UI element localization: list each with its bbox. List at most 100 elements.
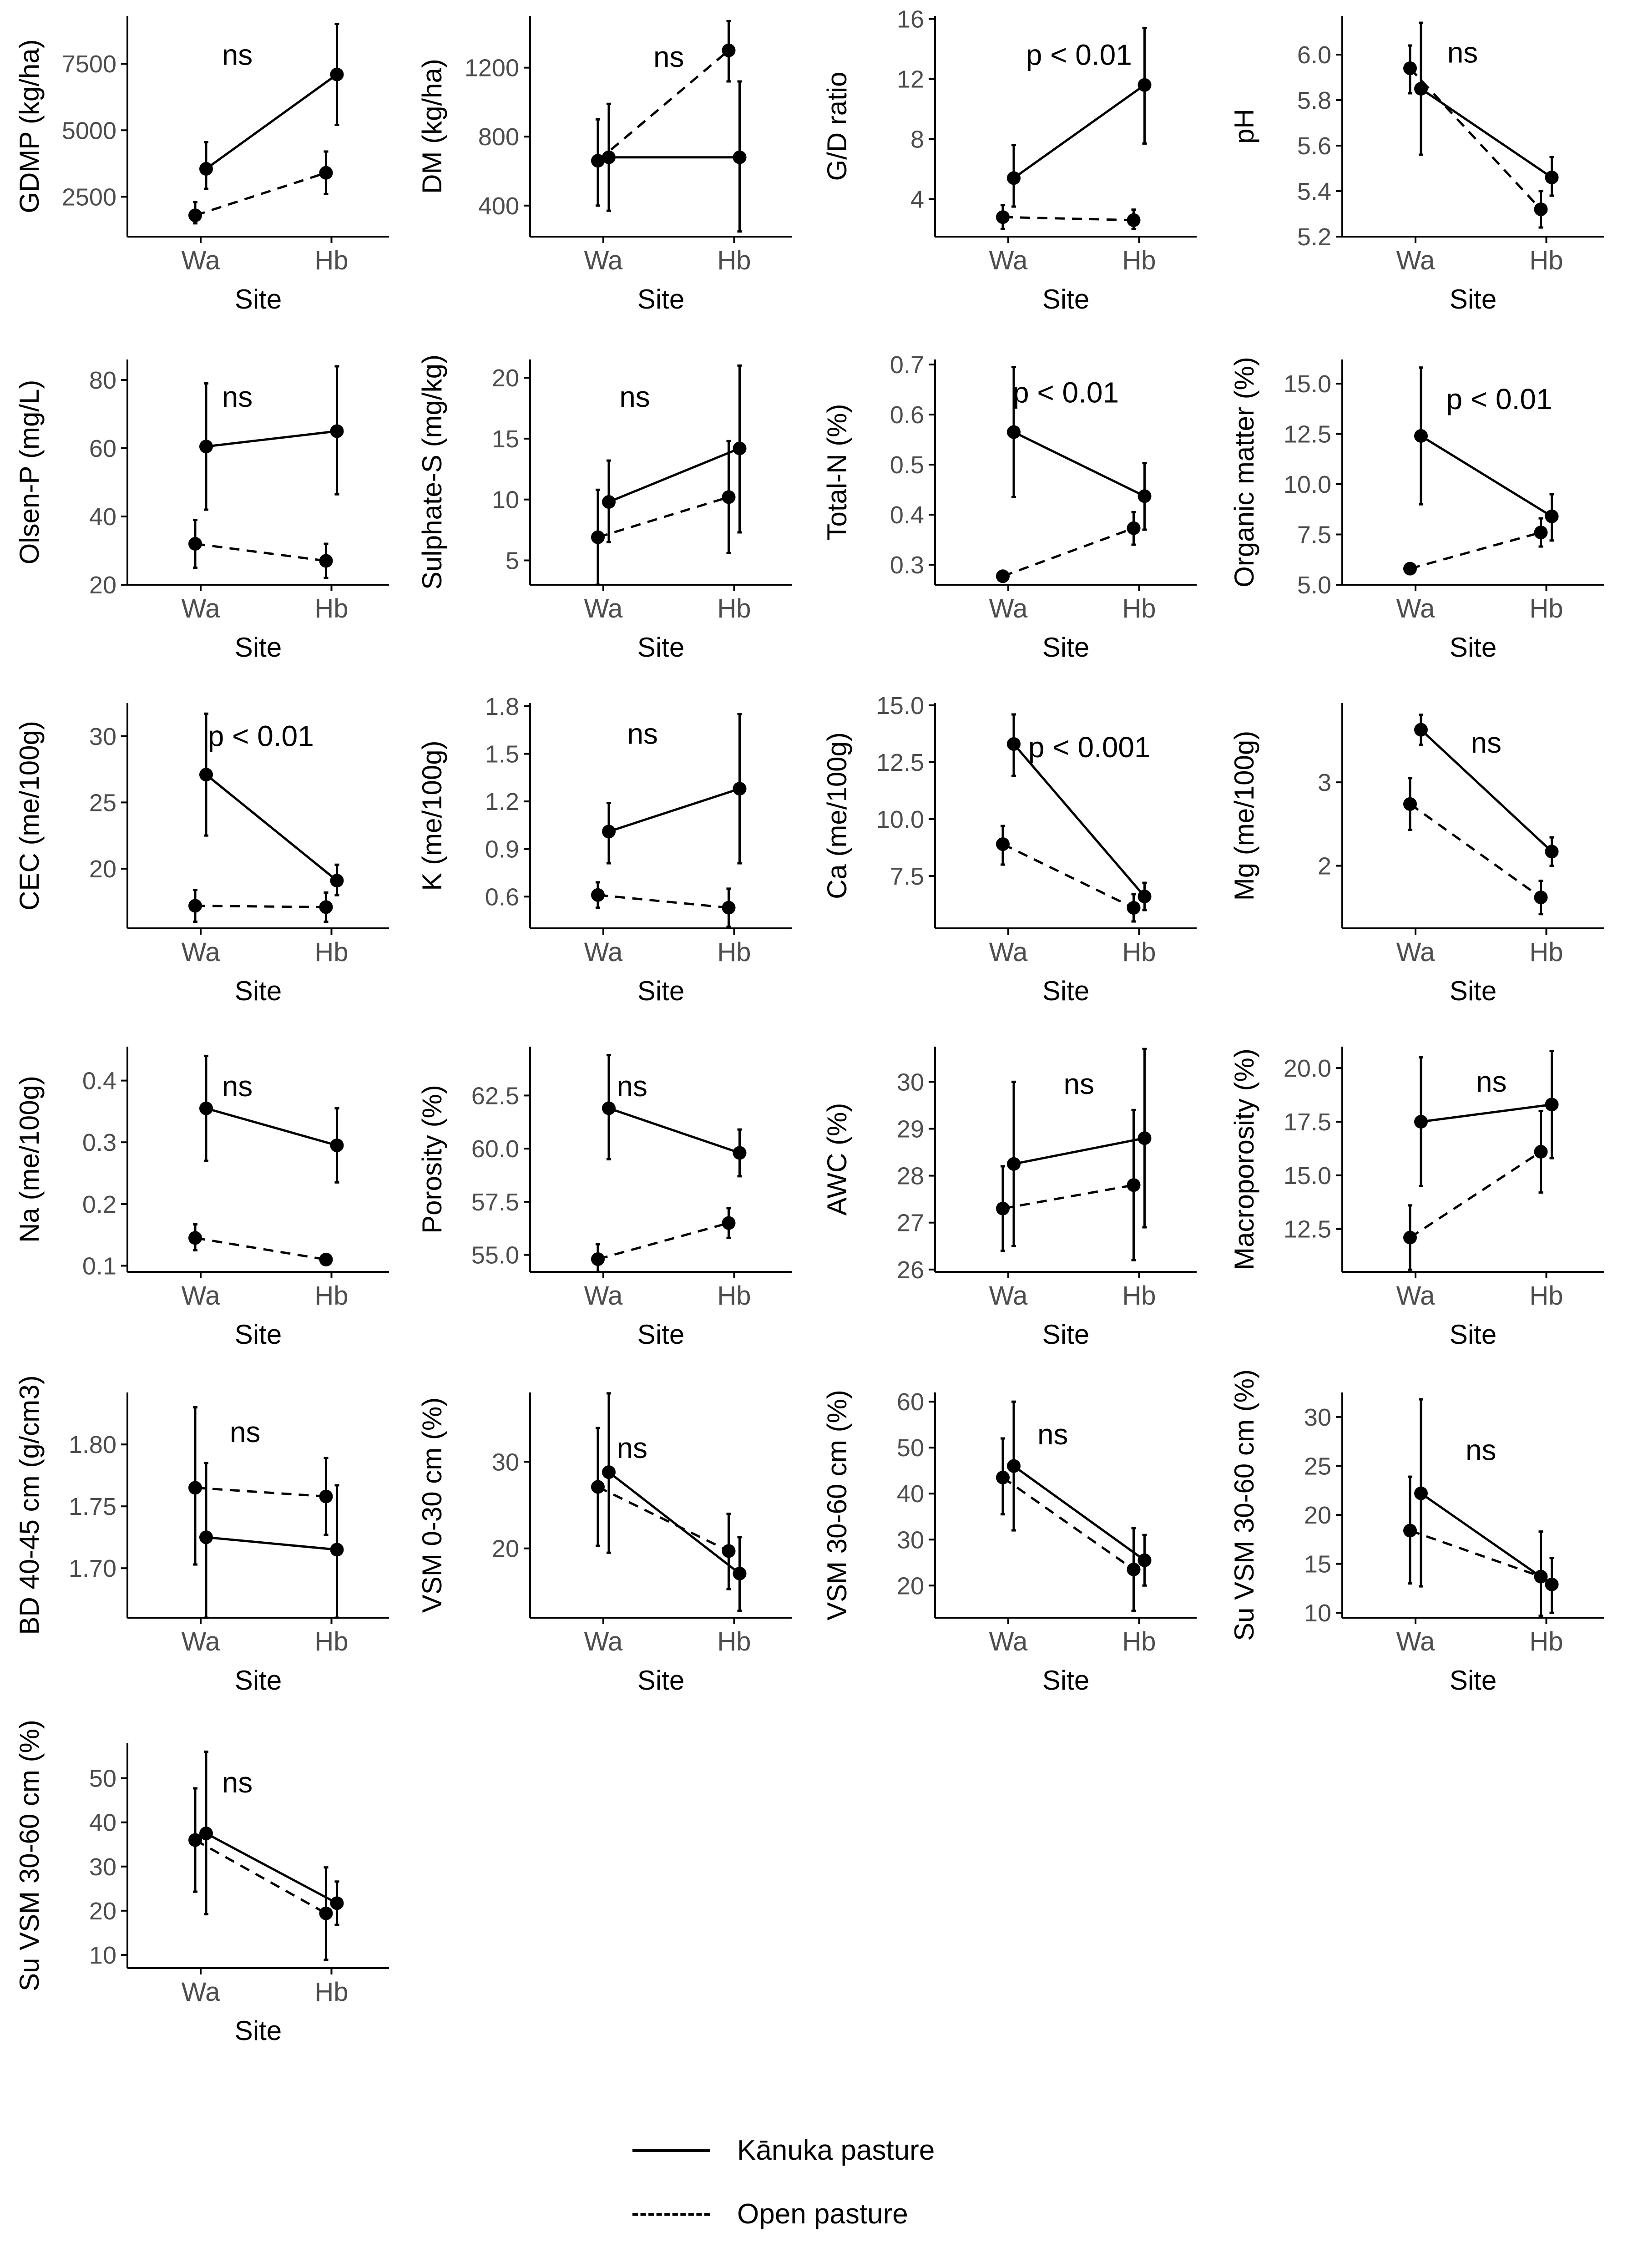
y-tick-label: 5000: [62, 117, 116, 144]
y-tick-label: 20.0: [1284, 1055, 1331, 1082]
data-point-open: [1534, 1569, 1548, 1584]
series-line-kanuka: [1420, 435, 1552, 517]
y-axis-title: Olsen-P (mg/L): [14, 380, 45, 565]
panel-1: 2500 5000 7500 Wa Hb Site GDMP (kg/ha) ns: [14, 16, 389, 314]
x-tick-label: Wa: [989, 937, 1028, 967]
x-axis-title: Site: [235, 1319, 282, 1350]
y-axis-title: Ca (me/100g): [822, 732, 852, 899]
series-line-open: [1002, 527, 1134, 577]
series-line-kanuka: [206, 430, 337, 448]
y-tick-label: 10.0: [876, 806, 924, 833]
x-axis-title: Site: [637, 1319, 684, 1350]
data-point-open: [591, 1480, 605, 1494]
x-axis-title: Site: [637, 632, 684, 663]
panel-5: 20 40 60 80 Wa Hb Site Olsen-P (mg/L) ns: [14, 359, 389, 663]
data-point-open: [188, 899, 202, 913]
data-point-open: [1127, 901, 1141, 915]
data-point-open: [1534, 891, 1548, 905]
series-line-open: [1002, 1476, 1134, 1570]
data-point-kanuka: [602, 1465, 616, 1479]
y-tick-label: 20: [89, 856, 116, 883]
data-point-open: [996, 837, 1010, 851]
y-tick-label: 3: [1318, 769, 1331, 796]
y-tick-label: 30: [89, 1853, 116, 1881]
y-tick-label: 5.4: [1297, 178, 1331, 205]
legend-label-kanuka: Kānuka pasture: [737, 2135, 935, 2166]
data-point-kanuka: [1545, 1098, 1559, 1112]
y-tick-label: 60: [89, 435, 116, 462]
y-tick-label: 1200: [465, 55, 519, 82]
y-tick-label: 28: [897, 1163, 924, 1190]
significance-label: ns: [619, 380, 650, 413]
x-axis-title: Site: [637, 976, 684, 1006]
x-tick-label: Hb: [1122, 246, 1156, 275]
y-tick-label: 0.4: [82, 1068, 116, 1095]
x-tick-label: Hb: [1122, 1627, 1156, 1656]
x-tick-label: Hb: [314, 1281, 348, 1311]
x-tick-label: Hb: [717, 1627, 751, 1656]
y-tick-label: 30: [1304, 1404, 1331, 1431]
series-line-open: [1410, 1529, 1542, 1578]
y-tick-label: 15: [1304, 1551, 1331, 1578]
data-point-open: [722, 43, 736, 57]
x-axis-title: Site: [235, 1665, 282, 1696]
data-point-kanuka: [199, 1530, 213, 1544]
y-tick-label: 16: [897, 6, 924, 33]
data-point-open: [1127, 521, 1141, 535]
y-tick-label: 30: [89, 723, 116, 750]
data-point-kanuka: [1138, 890, 1152, 903]
y-axis-title: Sulphate-S (mg/kg): [417, 354, 447, 590]
y-tick-label: 26: [897, 1256, 924, 1284]
significance-label: ns: [653, 40, 684, 73]
y-tick-label: 40: [89, 503, 116, 531]
data-point-open: [188, 1833, 202, 1847]
series-line-open: [1409, 67, 1542, 210]
y-tick-label: 5.8: [1297, 87, 1331, 114]
panel-13: 0.1 0.2 0.3 0.4 Wa Hb Site Na (me/100g) ns: [14, 1047, 389, 1350]
y-tick-label: 57.5: [471, 1189, 519, 1216]
x-axis-title: Site: [1450, 284, 1496, 314]
panel-17: 1.70 1.75 1.80 Wa Hb Site BD 40-45 cm (g/cm3) n…: [14, 1375, 389, 1696]
y-tick-label: 20: [89, 572, 116, 599]
data-point-open: [996, 569, 1010, 583]
data-point-kanuka: [199, 440, 213, 454]
x-tick-label: Wa: [1396, 937, 1436, 967]
y-tick-label: 2: [1318, 853, 1331, 880]
series-line-kanuka: [206, 1536, 337, 1551]
x-axis-title: Site: [1042, 976, 1089, 1006]
y-tick-label: 15: [492, 425, 519, 453]
y-tick-label: 7.5: [1297, 521, 1331, 549]
x-tick-label: Hb: [1122, 1281, 1156, 1311]
y-tick-label: 10: [1304, 1600, 1331, 1627]
series-line-open: [1002, 1184, 1134, 1210]
series-line-kanuka: [205, 73, 338, 170]
y-tick-label: 10: [89, 1942, 116, 1969]
x-tick-label: Wa: [182, 246, 221, 275]
significance-label: p < 0.01: [1026, 38, 1132, 71]
data-point-open: [319, 1489, 333, 1504]
series-line-kanuka: [1013, 431, 1145, 497]
legend-label-open: Open pasture: [737, 2198, 908, 2230]
data-point-kanuka: [1138, 1131, 1152, 1145]
y-axis-title: Mg (me/100g): [1229, 731, 1259, 901]
y-tick-label: 0.6: [890, 401, 924, 429]
data-point-open: [319, 554, 333, 568]
series-line-kanuka: [608, 1107, 740, 1154]
data-point-kanuka: [602, 495, 616, 509]
x-axis-title: Site: [637, 284, 684, 314]
x-tick-label: Hb: [1529, 937, 1563, 967]
data-point-open: [591, 888, 605, 902]
series-line-open: [195, 1236, 326, 1261]
data-point-open: [188, 208, 202, 223]
y-axis-title: pH: [1229, 109, 1259, 144]
x-axis-title: Site: [235, 632, 282, 663]
y-tick-label: 15.0: [1284, 1162, 1331, 1190]
data-point-kanuka: [733, 150, 747, 164]
data-point-kanuka: [733, 782, 747, 796]
significance-label: ns: [230, 1416, 261, 1448]
data-point-kanuka: [330, 67, 344, 81]
x-tick-label: Wa: [182, 1281, 221, 1311]
x-tick-label: Wa: [989, 246, 1028, 275]
x-tick-label: Wa: [584, 594, 623, 623]
